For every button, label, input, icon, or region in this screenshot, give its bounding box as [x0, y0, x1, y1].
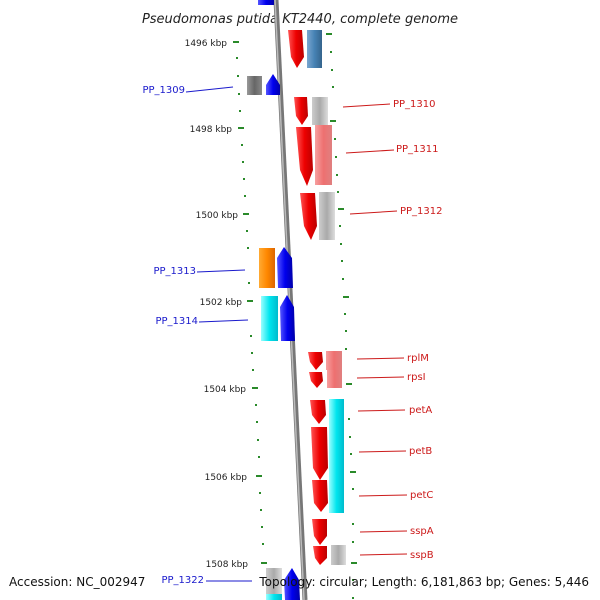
- gene-label-pp1309[interactable]: PP_1309: [142, 85, 185, 96]
- gene-glyph-blue[interactable]: [266, 74, 280, 95]
- gene-glyph-red[interactable]: [311, 427, 328, 480]
- gene-glyph-red[interactable]: [308, 352, 323, 370]
- gene-label-peta[interactable]: petA: [409, 405, 432, 416]
- gene-label-pp1322[interactable]: PP_1322: [161, 575, 204, 586]
- gene-glyph-red[interactable]: [296, 127, 313, 186]
- gene-glyph[interactable]: [258, 0, 274, 5]
- ruler-ticks-left: [233, 41, 267, 564]
- gene-glyph-blue[interactable]: [284, 568, 300, 600]
- gene-glyph-orange[interactable]: [259, 248, 275, 288]
- topology-text: Topology: circular; Length: 6,181,863 bp…: [258, 575, 589, 589]
- gene-glyph-red[interactable]: [310, 400, 326, 424]
- gene-glyph-steelblue[interactable]: [307, 30, 322, 68]
- gene-label-pp1310[interactable]: PP_1310: [393, 99, 436, 110]
- gene-glyph-gray[interactable]: [266, 568, 282, 600]
- gene-glyph-pink[interactable]: [315, 125, 332, 185]
- gene-label-sspa[interactable]: sspA: [410, 526, 434, 537]
- gene-glyph-cyan[interactable]: [329, 399, 344, 513]
- gene-label-petb[interactable]: petB: [409, 446, 432, 457]
- gene-glyph-pink[interactable]: [326, 351, 342, 370]
- gene-label-sspb[interactable]: sspB: [410, 550, 434, 561]
- gene-glyph-red[interactable]: [312, 519, 327, 545]
- gene-label-pp1311[interactable]: PP_1311: [396, 144, 439, 155]
- kbp-label: 1506 kbp: [205, 473, 248, 483]
- kbp-label: 1504 kbp: [204, 385, 247, 395]
- gene-glyph-cyan[interactable]: [261, 296, 278, 341]
- gene-label-rpsi[interactable]: rpsI: [407, 372, 426, 383]
- gene-glyph-red[interactable]: [309, 372, 323, 388]
- gene-glyph-gray[interactable]: [312, 97, 328, 125]
- gene-glyph-blue[interactable]: [277, 247, 293, 288]
- gene-label-pp1313[interactable]: PP_1313: [153, 266, 196, 277]
- gene-label-petc[interactable]: petC: [410, 490, 433, 501]
- kbp-label: 1496 kbp: [185, 39, 228, 49]
- gene-glyph-blue[interactable]: [280, 295, 295, 341]
- gene-label-rplm[interactable]: rplM: [407, 353, 429, 364]
- gene-glyph-red[interactable]: [294, 97, 308, 125]
- gene-glyph-red[interactable]: [312, 480, 328, 512]
- accession-text: Accession: NC_002947: [9, 575, 145, 589]
- kbp-label: 1500 kbp: [196, 211, 239, 221]
- gene-glyph-gray[interactable]: [247, 76, 262, 95]
- gene-glyph-red[interactable]: [288, 30, 304, 68]
- kbp-label: 1498 kbp: [190, 125, 233, 135]
- ruler-ticks-right: [326, 33, 357, 599]
- gene-glyph-red[interactable]: [313, 546, 327, 565]
- map-title: Pseudomonas putida KT2440, complete geno…: [142, 12, 458, 27]
- kbp-label: 1502 kbp: [200, 298, 243, 308]
- gene-label-pp1312[interactable]: PP_1312: [400, 206, 443, 217]
- gene-label-pp1314[interactable]: PP_1314: [155, 316, 198, 327]
- gene-glyph-red[interactable]: [300, 193, 317, 240]
- gene-glyph-pink[interactable]: [327, 370, 342, 388]
- gene-glyph-gray[interactable]: [331, 545, 346, 565]
- gene-glyph-gray[interactable]: [319, 192, 335, 240]
- kbp-label: 1508 kbp: [206, 560, 249, 570]
